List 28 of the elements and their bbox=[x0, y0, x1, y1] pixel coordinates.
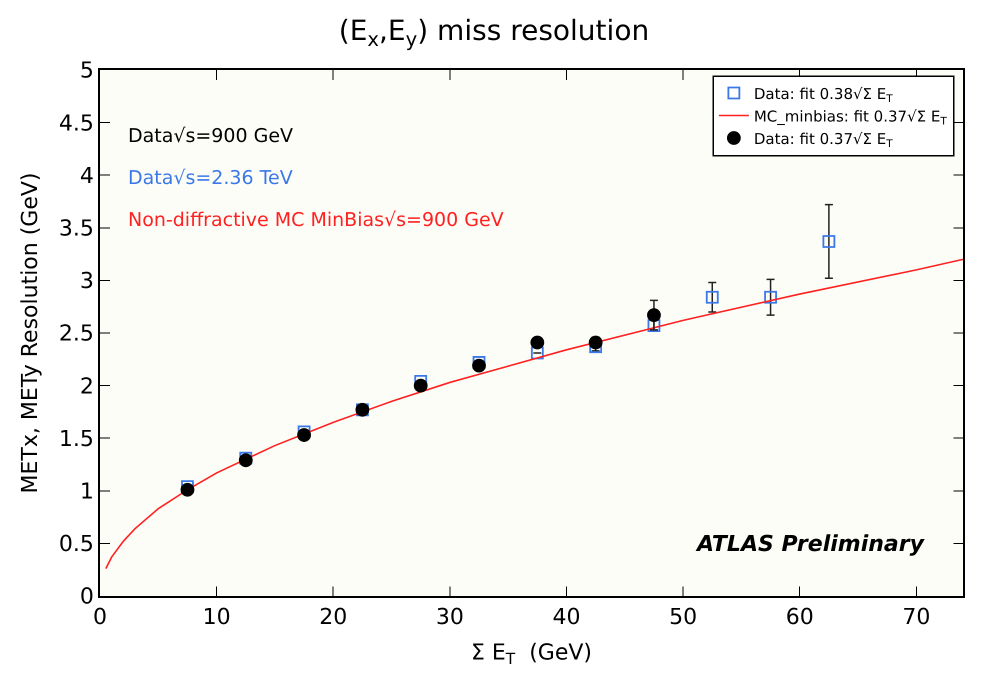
annotation: Non-diffractive MC MinBias√s=900 GeV bbox=[128, 209, 504, 231]
y-tick-label: 0.5 bbox=[58, 532, 94, 558]
y-tick-label: 2.5 bbox=[58, 322, 94, 347]
legend-label: Data: fit 0.37√Σ E$_{T}$ bbox=[754, 130, 894, 150]
x-tick-label: 60 bbox=[786, 605, 814, 630]
annotation: Data√s=2.36 TeV bbox=[128, 167, 293, 189]
x-tick-label: 50 bbox=[669, 605, 698, 630]
y-tick-label: 3 bbox=[80, 269, 94, 294]
y-tick-label: 1.5 bbox=[58, 426, 94, 452]
legend-label: Data: fit 0.38√Σ E$_{T}$ bbox=[754, 84, 894, 106]
y-tick-label: 3.5 bbox=[58, 216, 94, 242]
chart-title: (E$_{x}$,E$_{y}$) miss resolution bbox=[338, 14, 650, 51]
x-tick-label: 30 bbox=[436, 605, 464, 630]
x-tick-label: 40 bbox=[552, 605, 580, 630]
annotation: Data√s=900 GeV bbox=[128, 125, 294, 147]
y-tick-label: 1 bbox=[80, 480, 94, 504]
y-axis-title: METx, METy Resolution (GeV) bbox=[18, 172, 44, 494]
y-tick-label: 0 bbox=[80, 584, 94, 610]
x-tick-label: 70 bbox=[902, 605, 930, 630]
x-axis-title: Σ E$_{T}$ (GeV) bbox=[471, 640, 592, 668]
x-tick-label: 20 bbox=[319, 605, 348, 630]
y-tick-label: 5 bbox=[80, 58, 94, 84]
y-tick-label: 4 bbox=[80, 164, 94, 189]
x-tick-label: 10 bbox=[202, 605, 231, 630]
legend-label: MC_minbias: fit 0.37√Σ E$_{T}$ bbox=[754, 107, 948, 128]
annotation: ATLAS Preliminary bbox=[695, 532, 926, 557]
y-tick-label: 2 bbox=[80, 374, 94, 400]
y-tick-label: 4.5 bbox=[58, 111, 94, 136]
